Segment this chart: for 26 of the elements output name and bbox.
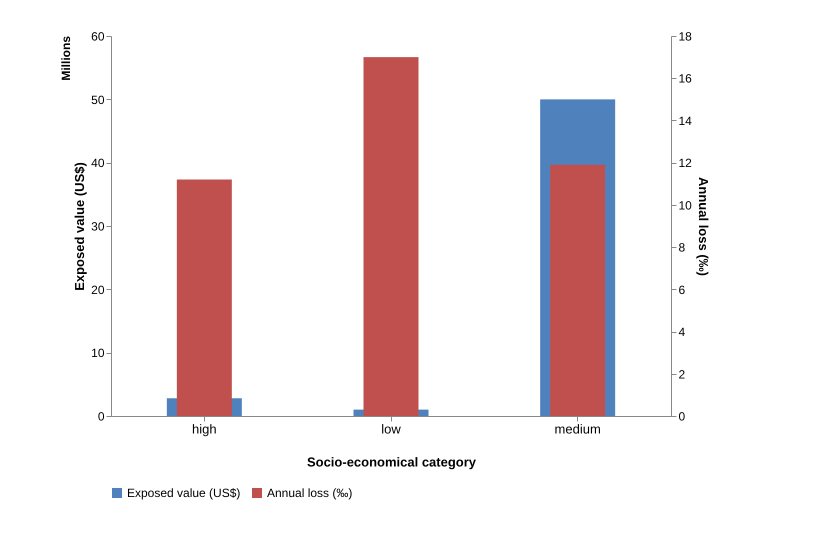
y2-tick-label: 10 [678,198,692,212]
legend-label: Exposed value (US$) [127,486,240,500]
y-tick-label: 0 [98,410,105,424]
y2-tick-label: 2 [678,367,686,382]
y2-tick-label: 12 [678,156,692,170]
text: Millions [59,36,73,81]
x-tick-label: low [381,422,402,436]
y-tick-label: 30 [91,220,105,234]
y-tick-label: 60 [91,30,105,44]
y-tick-label: 20 [91,282,105,297]
y2-tick-label: 0 [678,410,686,424]
y-tick-label: 50 [91,92,105,107]
legend-label: Annual loss (‰) [267,486,352,500]
y2-tick-label: 4 [678,325,686,340]
x-axis-title: Socio-economical category [306,454,477,470]
y2-tick-label: 14 [678,114,692,128]
y2-axis-title: Annual loss (‰) [696,177,711,276]
y-axis-title: Exposed value (US$) [72,162,88,291]
y-tick-label: 40 [91,156,105,170]
y2-tick-label: 6 [678,282,686,297]
y-tick-label: 10 [91,346,105,360]
x-tick-label: high [192,422,217,436]
y2-tick-label: 18 [678,30,692,44]
x-tick-label: medium [554,422,601,436]
y2-tick-label: 8 [678,240,686,255]
y2-tick-label: 16 [678,72,692,86]
